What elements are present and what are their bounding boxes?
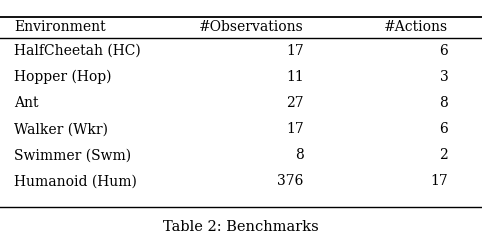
Text: Environment: Environment [14,20,106,34]
Text: Swimmer (Swm): Swimmer (Swm) [14,148,132,162]
Text: Ant: Ant [14,96,39,110]
Text: 376: 376 [277,174,304,189]
Text: Humanoid (Hum): Humanoid (Hum) [14,174,137,189]
Text: Walker (Wkr): Walker (Wkr) [14,122,108,136]
Text: 27: 27 [286,96,304,110]
Text: Hopper (Hop): Hopper (Hop) [14,70,112,84]
Text: 6: 6 [440,44,448,58]
Text: 17: 17 [286,44,304,58]
Text: 8: 8 [440,96,448,110]
Text: 11: 11 [286,70,304,84]
Text: 3: 3 [440,70,448,84]
Text: #Observations: #Observations [199,20,304,34]
Text: 17: 17 [430,174,448,189]
Text: 2: 2 [440,148,448,162]
Text: 17: 17 [286,122,304,136]
Text: #Actions: #Actions [384,20,448,34]
Text: HalfCheetah (HC): HalfCheetah (HC) [14,44,141,58]
Text: 8: 8 [295,148,304,162]
Text: 6: 6 [440,122,448,136]
Text: Table 2: Benchmarks: Table 2: Benchmarks [163,220,319,234]
